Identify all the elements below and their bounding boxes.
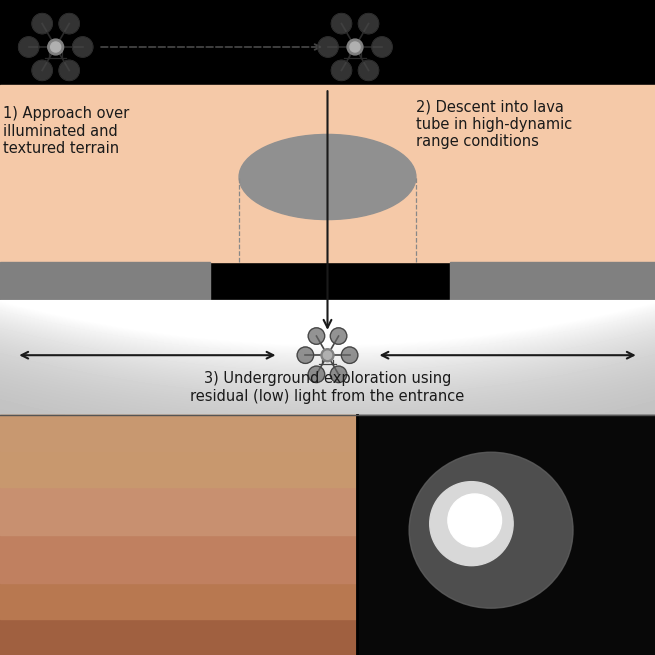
Circle shape [331,14,352,33]
Circle shape [341,347,358,364]
Text: 2) Descent into lava
tube in high-dynamic
range conditions: 2) Descent into lava tube in high-dynami… [416,99,572,149]
Circle shape [331,60,352,81]
Bar [0,415,357,451]
Circle shape [73,37,93,57]
Bar [0,85,655,262]
Circle shape [59,14,79,33]
Circle shape [321,348,334,362]
Bar [0,523,357,655]
Bar [0,583,357,619]
Circle shape [330,366,346,383]
Bar [0,415,357,547]
Bar [0,262,210,300]
Circle shape [309,328,325,345]
Circle shape [18,37,39,57]
Circle shape [372,37,392,57]
Circle shape [32,14,52,33]
Circle shape [347,39,363,55]
Circle shape [59,60,79,81]
Circle shape [358,60,379,81]
Ellipse shape [430,481,513,566]
Ellipse shape [448,494,502,547]
Bar [0,487,357,535]
Circle shape [358,14,379,33]
Bar [357,415,655,655]
Bar [0,451,357,487]
Circle shape [297,347,314,364]
Bar [0,0,655,85]
Bar [0,535,357,583]
Bar [450,262,655,300]
Circle shape [48,39,64,55]
Circle shape [32,60,52,81]
Circle shape [350,42,360,52]
Ellipse shape [409,452,573,608]
Circle shape [330,328,346,345]
Bar [0,619,357,655]
Text: 1) Approach over
illuminated and
textured terrain: 1) Approach over illuminated and texture… [3,106,130,156]
Bar [0,300,655,415]
Circle shape [324,351,331,360]
Circle shape [309,366,325,383]
Circle shape [318,37,338,57]
Text: 3) Underground exploration using
residual (low) light from the entrance: 3) Underground exploration using residua… [191,371,464,403]
Ellipse shape [239,134,416,219]
Circle shape [50,42,61,52]
